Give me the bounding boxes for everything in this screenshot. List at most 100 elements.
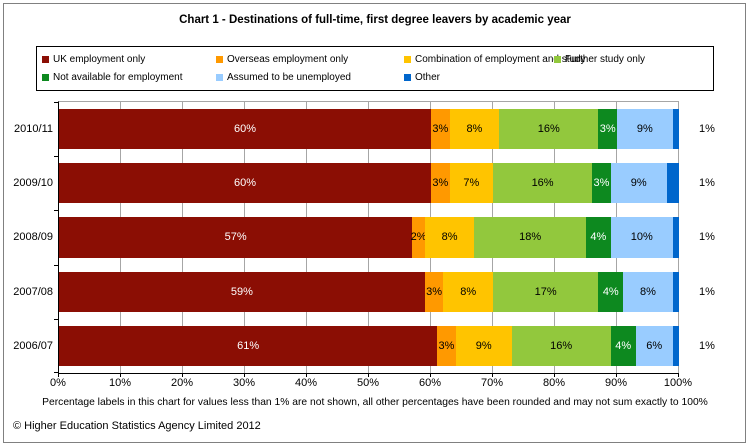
x-axis-tick-label: 70% [480, 377, 504, 389]
x-axis-tick [368, 373, 369, 377]
legend-color-swatch-icon [404, 56, 411, 63]
plot-area: 2010/11 60% 3% 8% 16% 3% 9% 1% 2009/10 60% 3% 7% 16%… [13, 101, 715, 377]
y-axis-tick [54, 156, 58, 158]
segment-value-label: 18% [519, 231, 542, 244]
stacked-bar: 60% 3% 7% 16% 3% 9% [59, 163, 679, 204]
chart-footnote: Percentage labels in this chart for valu… [42, 397, 708, 408]
legend-item: Combination of employment and study [404, 54, 586, 65]
legend-item-label: Further study only [565, 54, 646, 65]
bar-segment: 4% [585, 217, 611, 258]
segment-value-label: 7% [463, 177, 480, 190]
segment-value-label: 3% [593, 177, 610, 190]
category-label: 2006/07 [13, 339, 53, 352]
segment-value-label: 4% [590, 231, 607, 244]
y-axis-tick [54, 318, 58, 320]
outside-value-label: 1% [699, 231, 715, 244]
segment-value-label: 59% [230, 285, 253, 298]
legend: UK employment only Overseas employment on… [36, 46, 714, 91]
segment-value-label: 8% [441, 231, 458, 244]
segment-value-label: 3% [438, 339, 455, 352]
stacked-bar: 60% 3% 8% 16% 3% 9% [59, 109, 679, 150]
bar-segment: 60% [59, 163, 431, 204]
segment-value-label: 57% [224, 231, 247, 244]
bar-segment: 16% [492, 163, 593, 204]
bar-segment [666, 163, 679, 204]
x-axis-tick-label: 60% [418, 377, 442, 389]
x-axis-tick [616, 373, 617, 377]
category-label: 2007/08 [13, 285, 53, 298]
x-axis-tick [182, 373, 183, 377]
bar-row: 2010/11 60% 3% 8% 16% 3% 9% 1% [14, 102, 715, 156]
bar-segment: 10% [610, 217, 673, 258]
bar-segment: 4% [598, 271, 624, 312]
segment-value-label: 8% [640, 285, 656, 298]
segment-value-label: 8% [460, 285, 477, 298]
segment-value-label: 16% [531, 177, 554, 190]
x-axis-tick [430, 373, 431, 377]
x-axis-tick-label: 40% [294, 377, 318, 389]
bar-segment: 3% [431, 163, 450, 204]
segment-value-label: 61% [237, 339, 260, 352]
segment-value-label: 6% [646, 339, 663, 352]
bar-row: 2006/07 61% 3% 9% 16% 4% 6% 1% [13, 319, 715, 373]
segment-value-label: 4% [615, 339, 632, 352]
bar-segment: 16% [499, 109, 599, 150]
chart-title: Chart 1 - Destinations of full-time, fir… [179, 14, 571, 26]
x-axis-tick [244, 373, 245, 377]
legend-color-swatch-icon [554, 56, 561, 63]
segment-value-label: 60% [233, 177, 257, 190]
y-axis-tick [54, 372, 58, 373]
legend-item-label: Not available for employment [53, 72, 183, 83]
x-axis-tick [58, 373, 59, 377]
legend-item: Not available for employment [42, 72, 216, 83]
x-axis-tick [554, 373, 555, 377]
stacked-bar: 61% 3% 9% 16% 4% 6% [59, 325, 679, 366]
segment-value-label: 60% [233, 123, 257, 136]
legend-color-swatch-icon [404, 74, 411, 81]
x-axis-tick-label: 80% [542, 377, 566, 389]
bar-segment: 3% [431, 109, 450, 150]
bar-segment: 8% [449, 109, 500, 150]
legend-item: Assumed to be unemployed [216, 72, 404, 83]
y-axis-tick [54, 264, 58, 266]
segment-value-label: 16% [550, 339, 573, 352]
bar-segment: 16% [511, 325, 611, 366]
legend-item: Other [404, 72, 554, 83]
x-axis-tick [678, 373, 679, 377]
segment-value-label: 9% [636, 123, 653, 136]
legend-item-label: Overseas employment only [227, 54, 349, 65]
bar-segment [672, 325, 679, 366]
segment-value-label: 9% [630, 177, 647, 190]
bar-segment: 7% [449, 163, 493, 204]
chart-frame-border [3, 3, 746, 443]
legend-item: Overseas employment only [216, 54, 404, 65]
x-axis-tick-label: 0% [50, 377, 66, 389]
copyright-text: © Higher Education Statistics Agency Lim… [13, 420, 261, 432]
bar-segment: 9% [610, 163, 667, 204]
outside-value-label: 1% [699, 339, 715, 352]
bar-segment: 3% [437, 325, 456, 366]
legend-item: Further study only [554, 54, 713, 65]
segment-value-label: 10% [630, 231, 653, 244]
bar-segment: 61% [59, 325, 438, 366]
segment-value-label: 17% [534, 285, 557, 298]
bar-segment [672, 217, 679, 258]
x-axis-tick [492, 373, 493, 377]
legend-item: UK employment only [42, 54, 216, 65]
legend-item-label: Combination of employment and study [415, 54, 586, 65]
legend-color-swatch-icon [42, 56, 49, 63]
segment-value-label: 9% [475, 339, 492, 352]
category-label: 2009/10 [13, 177, 53, 190]
bar-row: 2007/08 59% 3% 8% 17% 4% 8% 1% [13, 265, 715, 319]
segment-value-label: 3% [599, 123, 616, 136]
category-label: 2008/09 [13, 231, 53, 244]
segment-value-label: 2% [410, 231, 427, 244]
bar-segment: 3% [598, 109, 617, 150]
outside-value-label: 1% [699, 123, 715, 136]
outside-value-label: 1% [699, 285, 715, 298]
bar-segment: 17% [492, 271, 599, 312]
bar-segment: 8% [424, 217, 475, 258]
bar-segment: 8% [623, 271, 673, 312]
bar-segment: 57% [59, 217, 413, 258]
x-axis-tick [120, 373, 121, 377]
